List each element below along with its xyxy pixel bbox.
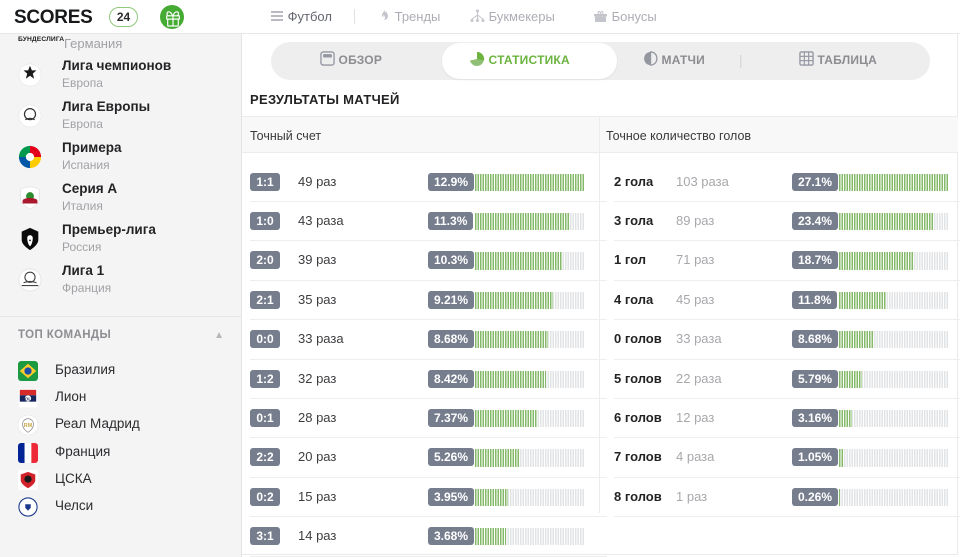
svg-text:RM: RM xyxy=(24,423,33,429)
svg-text:OL: OL xyxy=(25,396,32,401)
